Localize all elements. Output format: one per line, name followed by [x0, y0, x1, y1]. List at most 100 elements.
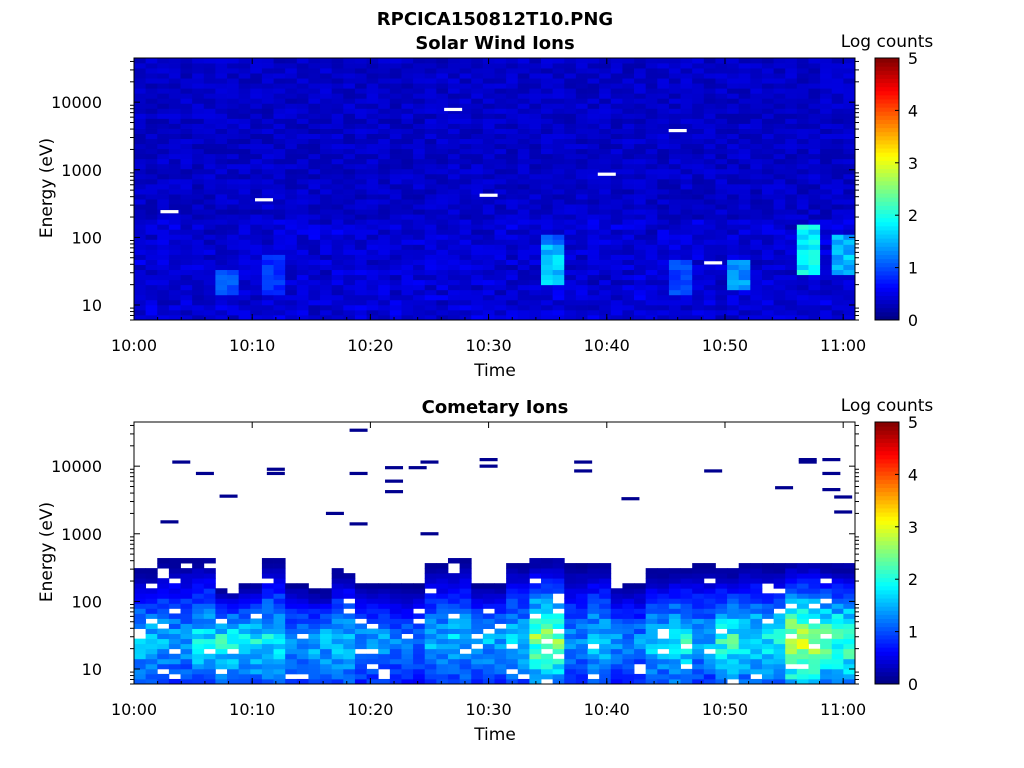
heatmap-cell [727, 108, 740, 114]
heatmap-cell [587, 128, 600, 134]
heatmap-cell [796, 73, 809, 79]
heatmap-cell [506, 573, 519, 579]
heatmap-cell [250, 249, 263, 255]
heatmap-cell [785, 573, 798, 579]
heatmap-cell [343, 244, 356, 250]
heatmap-cell [482, 623, 495, 629]
heatmap-cell [668, 593, 681, 599]
heatmap-cell [564, 93, 577, 99]
heatmap-cell [761, 294, 774, 301]
heatmap-cell [134, 189, 147, 195]
heatmap-cell [261, 289, 274, 296]
heatmap-cell [285, 279, 298, 286]
heatmap-cell [401, 58, 414, 64]
heatmap-cell [599, 113, 612, 119]
heatmap-cell [645, 58, 658, 64]
heatmap-cell [378, 108, 391, 114]
heatmap-cell [424, 158, 437, 165]
heatmap-cell [750, 214, 763, 220]
heatmap-cell [447, 623, 461, 629]
heatmap-cell [494, 58, 507, 64]
heatmap-cell [168, 603, 181, 609]
colorbar-swatch [875, 274, 899, 280]
heatmap-cell [517, 183, 530, 190]
heatmap-cell [459, 314, 472, 321]
heatmap-cell [273, 219, 286, 225]
heatmap-cell [831, 153, 844, 160]
heatmap-cell [285, 224, 298, 230]
heatmap-cell [808, 229, 821, 235]
heatmap-cell [250, 183, 263, 190]
heatmap-cell [610, 309, 623, 316]
heatmap-cell [494, 118, 507, 124]
heatmap-cell [564, 603, 577, 609]
heatmap-cell [761, 269, 774, 276]
heatmap-cell [808, 204, 821, 210]
heatmap-cell [203, 199, 216, 205]
heatmap-cell [261, 214, 274, 220]
heatmap-cell [238, 138, 251, 145]
heatmap-cell [168, 279, 181, 286]
heatmap-cell [168, 563, 181, 569]
heatmap-cell [773, 219, 786, 225]
heatmap-cell [366, 219, 379, 225]
heatmap-cell [285, 204, 298, 210]
heatmap-cell [424, 274, 437, 281]
heatmap-cell [599, 178, 612, 185]
heatmap-cell [785, 209, 798, 215]
heatmap-cell [389, 633, 402, 640]
heatmap-cell [180, 123, 193, 129]
heatmap-cell [482, 103, 495, 109]
heatmap-cell [750, 219, 763, 225]
heatmap-cell [343, 199, 356, 205]
heatmap-cell [134, 204, 147, 210]
heatmap-cell [587, 158, 600, 165]
heatmap-cell [715, 678, 728, 685]
heatmap-cell [215, 199, 228, 205]
heatmap-cell [308, 158, 321, 165]
heatmap-cell [773, 638, 786, 645]
heatmap-cell [320, 658, 333, 665]
heatmap-cell [529, 118, 542, 124]
heatmap-cell [459, 598, 472, 604]
heatmap-cell [715, 83, 728, 89]
heatmap-cell [168, 189, 181, 195]
heatmap-cell [657, 199, 670, 205]
heatmap-cell [459, 123, 472, 129]
heatmap-cell [541, 314, 554, 321]
heatmap-cell [168, 98, 181, 104]
heatmap-cell [668, 633, 681, 640]
heatmap-cell [296, 234, 309, 240]
heatmap-cell [750, 284, 763, 291]
heatmap-cell [192, 289, 205, 296]
heatmap-cell [634, 73, 647, 79]
heatmap-cell [238, 78, 251, 84]
heatmap-cell [761, 204, 774, 210]
heatmap-cell [703, 623, 716, 629]
heatmap-cell [308, 73, 321, 79]
heatmap-cell [831, 83, 844, 89]
heatmap-cell [785, 613, 798, 619]
heatmap-cell [564, 98, 577, 104]
heatmap-cell [296, 73, 309, 79]
heatmap-cell [238, 224, 251, 230]
heatmap-cell [773, 148, 786, 155]
heatmap-cell [145, 573, 158, 579]
heatmap-cell [529, 279, 542, 286]
heatmap-cell [471, 314, 484, 321]
heatmap-cell [424, 118, 437, 124]
heatmap-cell [227, 239, 240, 245]
colorbar-tick-label: 2 [908, 570, 918, 589]
heatmap-cell [157, 618, 170, 624]
heatmap-cell [599, 93, 612, 99]
heatmap-cell [168, 103, 181, 109]
heatmap-cell [750, 229, 763, 235]
heatmap-cell [552, 133, 565, 140]
heatmap-cell [727, 628, 740, 635]
heatmap-cell [343, 168, 356, 175]
heatmap-cell [354, 63, 367, 69]
heatmap-cell [668, 138, 681, 145]
heatmap-cell [773, 118, 786, 124]
heatmap-cell [145, 588, 158, 594]
heatmap-cell [692, 168, 705, 175]
